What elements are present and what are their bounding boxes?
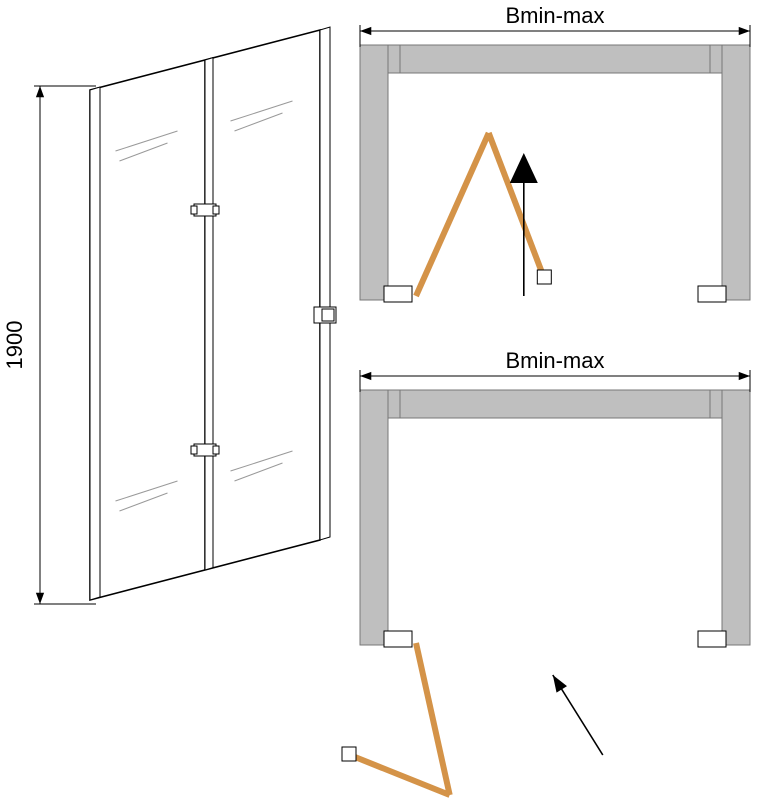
- plan-bottom: Bmin-max: [342, 348, 750, 795]
- plan-top: Bmin-max: [360, 3, 750, 302]
- elevation-view: 1900: [2, 27, 336, 604]
- plan-top-label: Bmin-max: [505, 3, 604, 28]
- height-dimension-label: 1900: [2, 321, 27, 370]
- technical-drawing: 1900 Bmin-max Bmin-max: [0, 0, 776, 800]
- plan-bottom-label: Bmin-max: [505, 348, 604, 373]
